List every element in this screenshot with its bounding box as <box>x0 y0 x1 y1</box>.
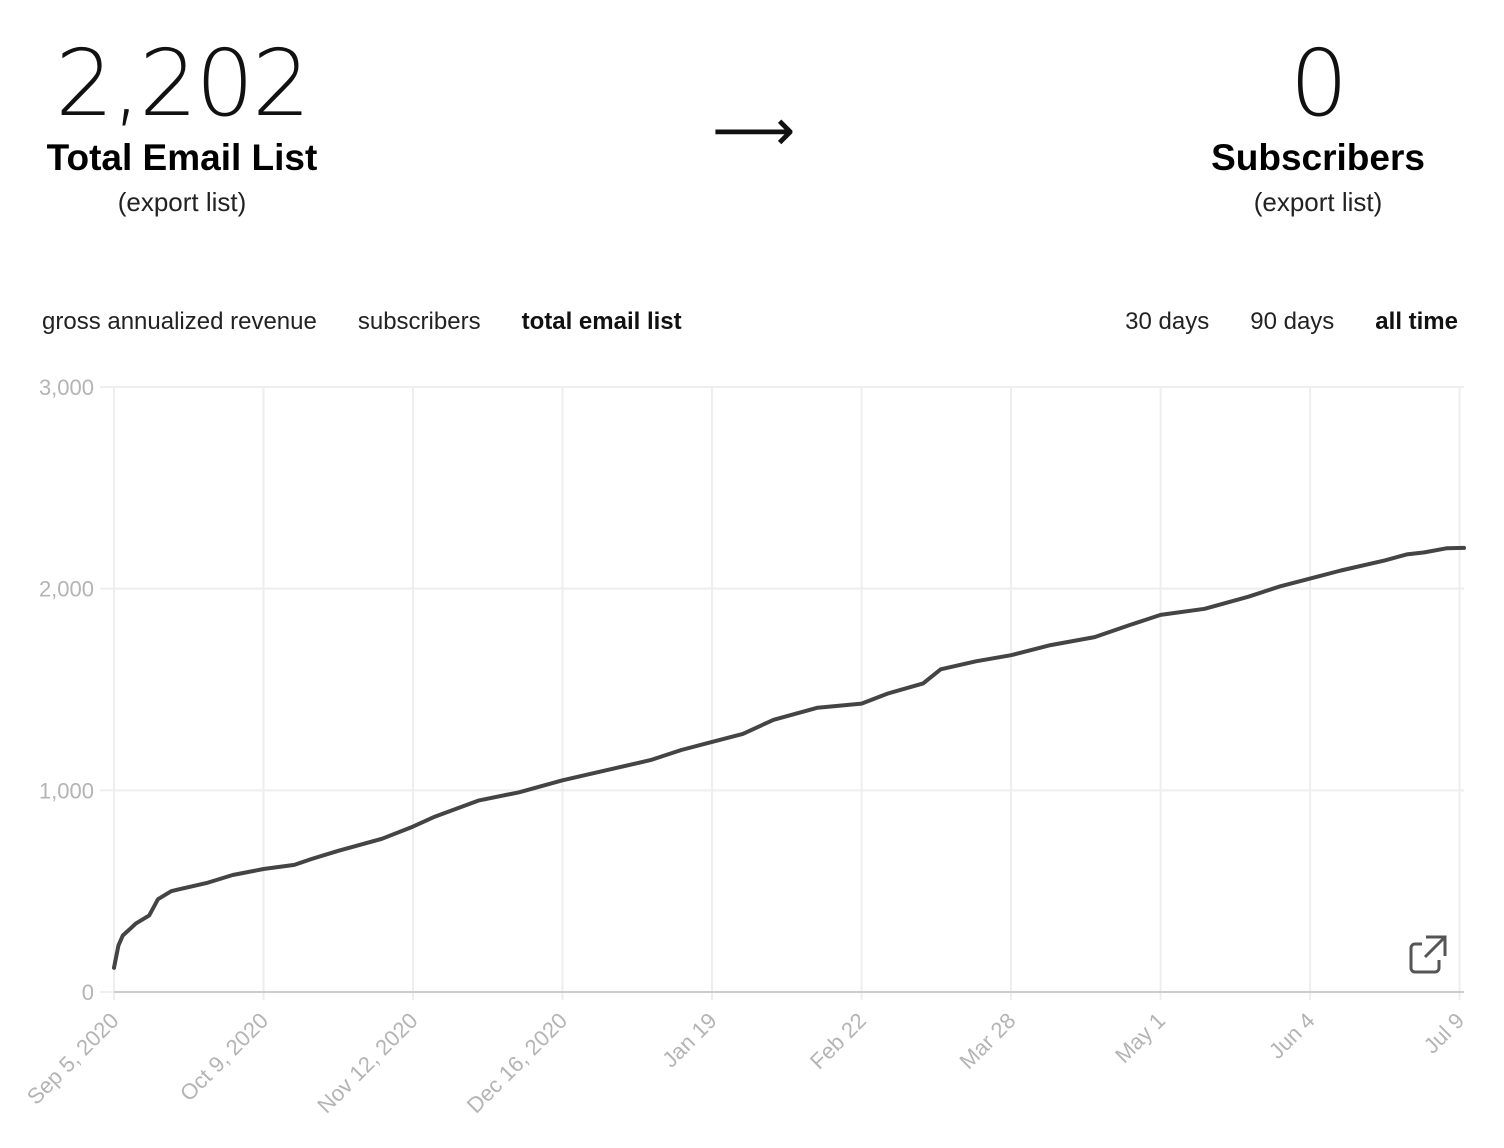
tab-all-time[interactable]: all time <box>1375 308 1458 335</box>
y-tick-label: 2,000 <box>39 577 94 602</box>
chart-grid <box>100 386 1464 1000</box>
tab-subscribers[interactable]: subscribers <box>357 308 481 335</box>
total-email-list-count: 2,202 <box>55 30 310 137</box>
x-tick-label: Jun 4 <box>1264 1008 1320 1064</box>
x-tick-label: May 1 <box>1110 1008 1170 1068</box>
tab-gross-annualized-revenue[interactable]: gross annualized revenue <box>42 308 317 335</box>
x-tick-label: Sep 5, 2020 <box>22 1008 124 1110</box>
x-tick-label: Jan 19 <box>657 1008 721 1072</box>
x-tick-label: Feb 22 <box>805 1008 871 1074</box>
email-list-chart: 0 1,000 2,000 3,000 Sep 5, 2020 Oct 9, 2020 N… <box>22 375 1469 1118</box>
metric-tabs: gross annualized revenue subscribers tot… <box>42 308 682 336</box>
y-tick-label: 0 <box>82 980 94 1005</box>
x-tick-labels: Sep 5, 2020 Oct 9, 2020 Nov 12, 2020 Dec 16… <box>22 1008 1469 1118</box>
y-tick-labels: 0 1,000 2,000 3,000 <box>39 375 94 1005</box>
y-tick-label: 3,000 <box>39 375 94 400</box>
subscribers-count: 0 <box>1289 30 1349 137</box>
export-total-email-list-link[interactable]: (export list) <box>117 187 247 217</box>
series-line-total-email-list <box>112 545 1466 970</box>
external-link-icon[interactable] <box>1409 935 1447 974</box>
x-tick-label: Dec 16, 2020 <box>462 1008 572 1118</box>
x-tick-label: Oct 9, 2020 <box>175 1008 273 1106</box>
right-arrow-icon: ⟶ <box>712 96 796 164</box>
total-email-list-label: Total Email List <box>46 137 318 178</box>
x-tick-label: Jul 9 <box>1419 1008 1470 1059</box>
range-tabs: 30 days 90 days all time <box>1125 308 1458 336</box>
tab-30-days[interactable]: 30 days <box>1125 308 1210 335</box>
x-tick-label: Mar 28 <box>955 1008 1021 1074</box>
tab-total-email-list[interactable]: total email list <box>521 308 682 335</box>
subscribers-stat: 0 Subscribers (export list) <box>1128 34 1504 220</box>
x-tick-label: Nov 12, 2020 <box>312 1008 422 1118</box>
subscribers-label: Subscribers <box>1211 137 1425 178</box>
total-email-list-stat: 2,202 Total Email List (export list) <box>0 34 372 220</box>
chart-series <box>112 545 1466 970</box>
y-tick-label: 1,000 <box>39 778 94 803</box>
tab-90-days[interactable]: 90 days <box>1250 308 1335 335</box>
export-subscribers-link[interactable]: (export list) <box>1253 187 1383 217</box>
